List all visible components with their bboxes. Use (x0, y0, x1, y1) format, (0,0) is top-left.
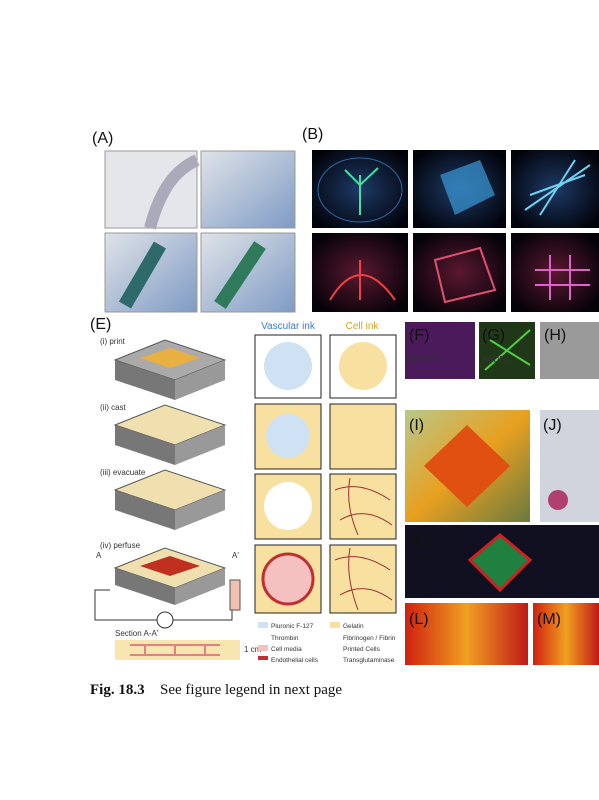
micrograph-images (405, 322, 599, 665)
legend-item: Thrombin (271, 635, 299, 642)
panel-label: (M) (537, 611, 561, 628)
legend (258, 622, 340, 660)
panel-label: (H) (544, 327, 566, 344)
panel-label: (F) (409, 327, 429, 344)
panel-label: (J) (543, 417, 562, 434)
panel-label: (L) (409, 611, 429, 628)
legend-item: Transglutaminase (343, 657, 395, 664)
section-end: A' (232, 551, 239, 560)
cell-label: HNDFs (482, 355, 508, 364)
panel-b-images (312, 150, 599, 312)
caption-label: Fig. 18.3 (90, 682, 145, 698)
section-title: Section A-A' (115, 629, 159, 638)
section-start: A (96, 551, 102, 560)
step-label: (iv) perfuse (100, 541, 141, 550)
legend-item: Printed Cells (343, 646, 381, 653)
panel-label: (E) (90, 316, 111, 333)
legend-item: Gelatin (343, 623, 364, 630)
step-label: (iii) evacuate (100, 468, 146, 477)
process-diagrams (94, 339, 241, 660)
cell-label: HUVECs (408, 355, 440, 364)
legend-item: Fibrinogen / Fibrin (343, 635, 396, 642)
ink-boxes (254, 334, 397, 614)
panel-label: (B) (302, 126, 323, 143)
caption-text: See figure legend in next page (160, 682, 342, 698)
legend-item: Cell media (271, 646, 302, 653)
step-label: (ii) cast (100, 403, 127, 412)
panel-label: (A) (92, 130, 113, 147)
ink-header: Cell ink (346, 321, 380, 332)
panel-label: (I) (409, 417, 424, 434)
legend-item: Pluronic F-127 (271, 623, 314, 630)
panel-label: (G) (482, 327, 505, 344)
ink-header: Vascular ink (261, 321, 316, 332)
legend-item: Endothelial cells (271, 657, 319, 664)
scale-label: 1 cm (244, 645, 262, 654)
step-label: (i) print (100, 337, 126, 346)
panel-a-images (104, 150, 296, 313)
panel-label: (K) (409, 532, 430, 549)
